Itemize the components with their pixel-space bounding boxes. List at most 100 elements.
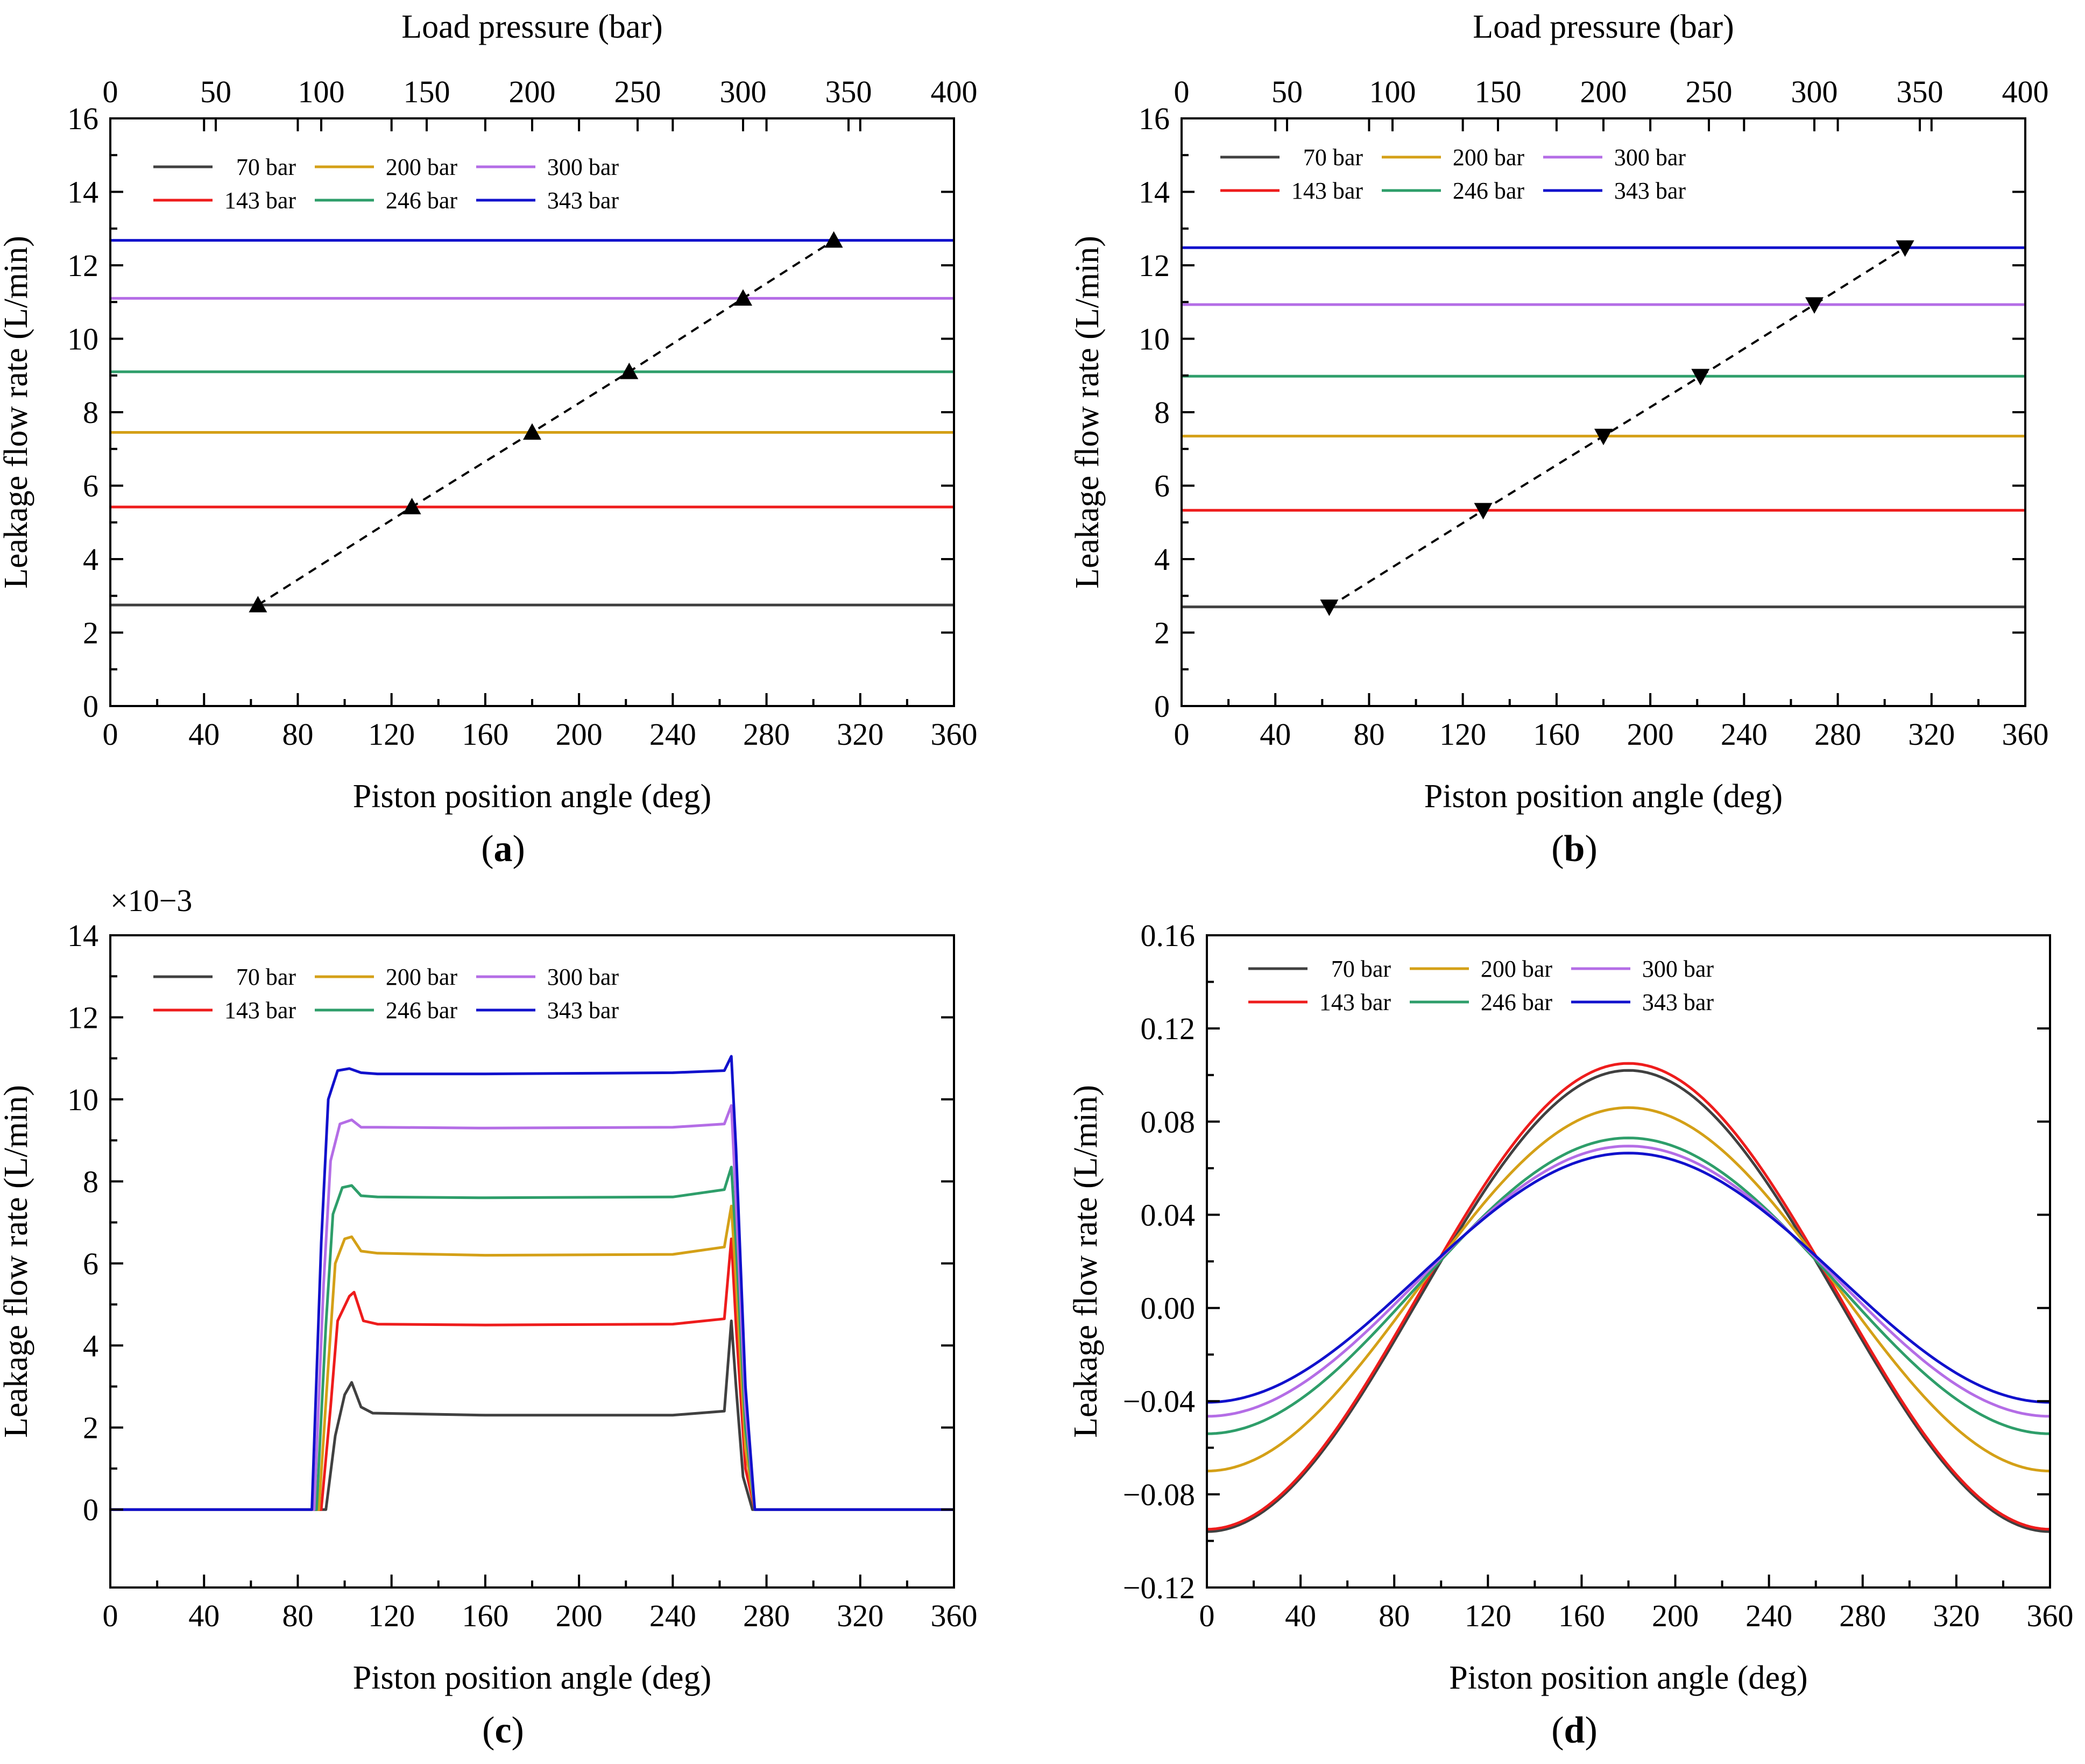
x-tick-label: 40 (1260, 717, 1291, 752)
y-tick-label: 6 (83, 469, 98, 504)
x-tick-label: 0 (103, 717, 118, 752)
legend-label: 246 bar (386, 187, 458, 214)
y-tick-label: 12 (1139, 248, 1170, 283)
y-tick-label: 12 (67, 1000, 98, 1035)
trend-line (1328, 246, 1906, 608)
y-tick-label: 4 (83, 1328, 98, 1363)
trend-marker (402, 498, 421, 514)
x-tick-label: 240 (649, 717, 696, 752)
x-tick-label: 280 (743, 1598, 790, 1633)
x-tick-label: 0 (1199, 1598, 1215, 1633)
x-axis-title: Piston position angle (deg) (353, 1660, 711, 1696)
top-x-tick-label: 150 (1475, 74, 1522, 109)
y-multiplier-label: ×10−3 (110, 883, 192, 918)
legend-label: 343 bar (547, 997, 619, 1024)
trend-marker (249, 596, 267, 612)
series-line-200-bar (110, 1204, 954, 1511)
x-tick-label: 40 (188, 1598, 220, 1633)
series-line-70-bar (110, 1320, 954, 1511)
legend-label: 343 bar (1614, 178, 1686, 204)
top-x-tick-label: 300 (720, 74, 767, 109)
x-tick-label: 360 (2002, 717, 2049, 752)
series-line-70-bar (1207, 1069, 2050, 1533)
x-tick-label: 360 (931, 1598, 978, 1633)
series-line-343-bar (110, 1055, 954, 1511)
legend-label: 70 bar (1331, 956, 1391, 982)
top-x-tick-label: 100 (1369, 74, 1416, 109)
x-tick-label: 40 (1285, 1598, 1316, 1633)
x-tick-label: 40 (188, 717, 220, 752)
x-tick-label: 0 (103, 1598, 118, 1633)
x-tick-label: 200 (1652, 1598, 1699, 1633)
legend-label: 300 bar (1614, 144, 1686, 171)
legend-label: 143 bar (224, 187, 296, 214)
series-line-300-bar (110, 1104, 954, 1511)
legend-label: 143 bar (224, 997, 296, 1024)
y-tick-label: 10 (67, 1082, 98, 1117)
plot-area (1207, 1062, 2050, 1533)
series-line-143-bar (110, 1237, 954, 1511)
series-line-246-bar (1207, 1137, 2050, 1435)
series-line-246-bar (110, 1166, 954, 1511)
legend-label: 70 bar (236, 964, 296, 990)
x-tick-label: 160 (1558, 1598, 1605, 1633)
trend-marker (824, 231, 843, 248)
panel-label: (d) (1551, 1710, 1598, 1751)
plot-area (1182, 246, 2025, 609)
panel-letter: b (1564, 828, 1585, 870)
top-x-tick-label: 350 (825, 74, 872, 109)
trend-marker (1896, 240, 1914, 257)
legend-label: 200 bar (386, 154, 458, 180)
x-axis-title: Piston position angle (deg) (1424, 778, 1783, 815)
x-tick-label: 120 (1465, 1598, 1511, 1633)
legend-label: 300 bar (1642, 956, 1714, 982)
top-x-tick-label: 250 (614, 74, 661, 109)
top-x-tick-label: 250 (1686, 74, 1733, 109)
top-x-tick-label: 400 (931, 74, 978, 109)
x-tick-label: 160 (1533, 717, 1580, 752)
y-tick-label: 12 (67, 248, 98, 283)
legend-label: 143 bar (1319, 989, 1391, 1015)
series-line-143-bar (1207, 1062, 2050, 1531)
y-tick-label: 0.16 (1141, 918, 1196, 953)
y-tick-label: 2 (83, 1410, 98, 1445)
y-axis-title: Leakage flow rate (L/min) (1069, 236, 1106, 589)
y-tick-label: 14 (67, 175, 98, 210)
y-tick-label: 16 (67, 101, 98, 136)
top-x-tick-label: 50 (200, 74, 231, 109)
top-x-tick-label: 200 (509, 74, 556, 109)
y-tick-label: 10 (67, 322, 98, 357)
y-tick-label: 8 (83, 1164, 98, 1199)
x-tick-label: 80 (1379, 1598, 1410, 1633)
y-tick-label: 0.08 (1141, 1104, 1196, 1139)
top-x-tick-label: 200 (1580, 74, 1627, 109)
y-tick-label: −0.12 (1123, 1570, 1195, 1605)
y-axis-title: Leakage flow rate (L/min) (1068, 1085, 1104, 1438)
x-tick-label: 0 (1174, 717, 1190, 752)
series-line-200-bar (1207, 1106, 2050, 1473)
x-tick-label: 280 (743, 717, 790, 752)
y-tick-label: 0 (83, 689, 98, 724)
x-tick-label: 120 (368, 1598, 415, 1633)
y-tick-label: 0.04 (1141, 1197, 1196, 1232)
panel-d: 0 40 80 120 160 200 240 280 320 360 −0.12 −0.08 −0.0… (1068, 918, 2074, 1751)
legend-label: 343 bar (547, 187, 619, 214)
legend-label: 200 bar (386, 964, 458, 990)
y-tick-label: 0 (1154, 689, 1170, 724)
x-tick-label: 360 (2027, 1598, 2074, 1633)
legend-label: 246 bar (1453, 178, 1525, 204)
x-tick-label: 240 (1721, 717, 1768, 752)
series-line-300-bar (1207, 1145, 2050, 1418)
panel-letter: a (494, 828, 513, 870)
y-tick-label: 8 (1154, 395, 1170, 430)
x-tick-label: 240 (649, 1598, 696, 1633)
legend-label: 200 bar (1481, 956, 1553, 982)
trend-marker (1691, 369, 1710, 386)
x-tick-label: 280 (1839, 1598, 1886, 1633)
x-tick-label: 280 (1814, 717, 1861, 752)
y-tick-label: 16 (1139, 101, 1170, 136)
x-tick-label: 320 (837, 1598, 884, 1633)
panel-label: (b) (1551, 828, 1598, 870)
trend-marker (1320, 599, 1339, 616)
